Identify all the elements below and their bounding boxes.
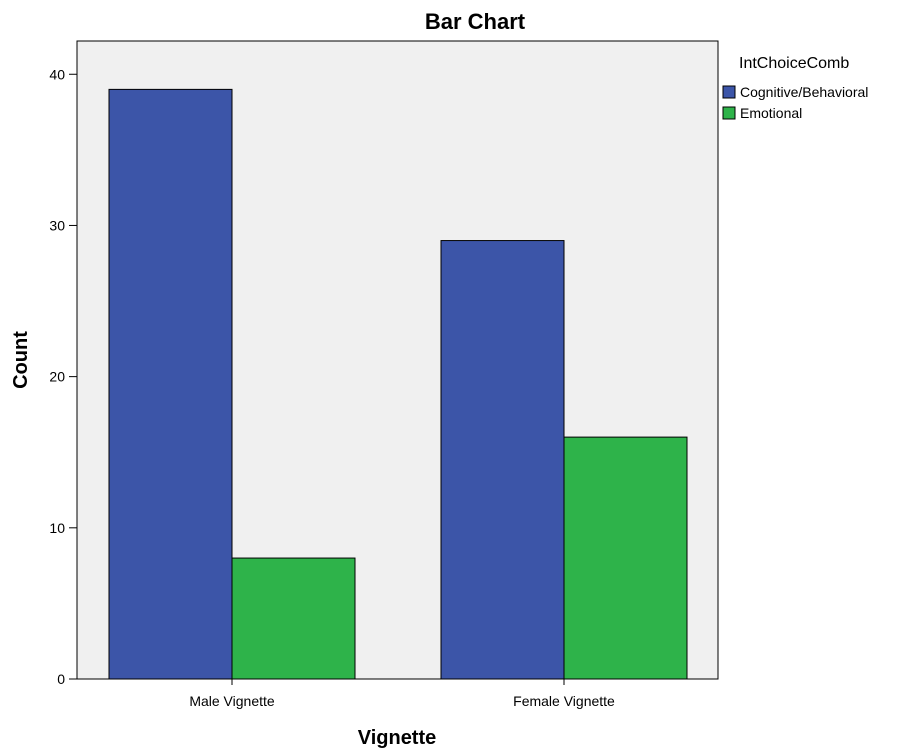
legend-title: IntChoiceComb — [739, 55, 849, 72]
x-axis-ticks: Male Vignette Female Vignette — [189, 679, 615, 709]
legend-label: Cognitive/Behavioral — [740, 84, 868, 100]
y-tick-label: 20 — [49, 369, 65, 385]
bar — [108, 88, 233, 680]
bar — [563, 436, 688, 680]
legend-swatch — [722, 85, 736, 99]
y-axis-title: Count — [10, 331, 32, 389]
bar — [440, 240, 565, 680]
x-tick-label: Female Vignette — [513, 693, 615, 709]
x-tick-label: Male Vignette — [189, 693, 275, 709]
bars — [108, 88, 688, 680]
y-tick-label: 40 — [49, 66, 65, 82]
legend-swatch — [722, 106, 736, 120]
y-axis-ticks: 0 10 20 30 40 — [49, 66, 77, 687]
y-tick-label: 0 — [57, 671, 65, 687]
y-tick-label: 10 — [49, 520, 65, 536]
x-axis-title: Vignette — [358, 727, 437, 749]
chart-title: Bar Chart — [425, 9, 526, 34]
bar — [231, 557, 356, 680]
legend-label: Emotional — [740, 105, 802, 121]
y-tick-label: 30 — [49, 217, 65, 233]
legend: IntChoiceComb Cognitive/Behavioral Emotio… — [722, 55, 868, 121]
